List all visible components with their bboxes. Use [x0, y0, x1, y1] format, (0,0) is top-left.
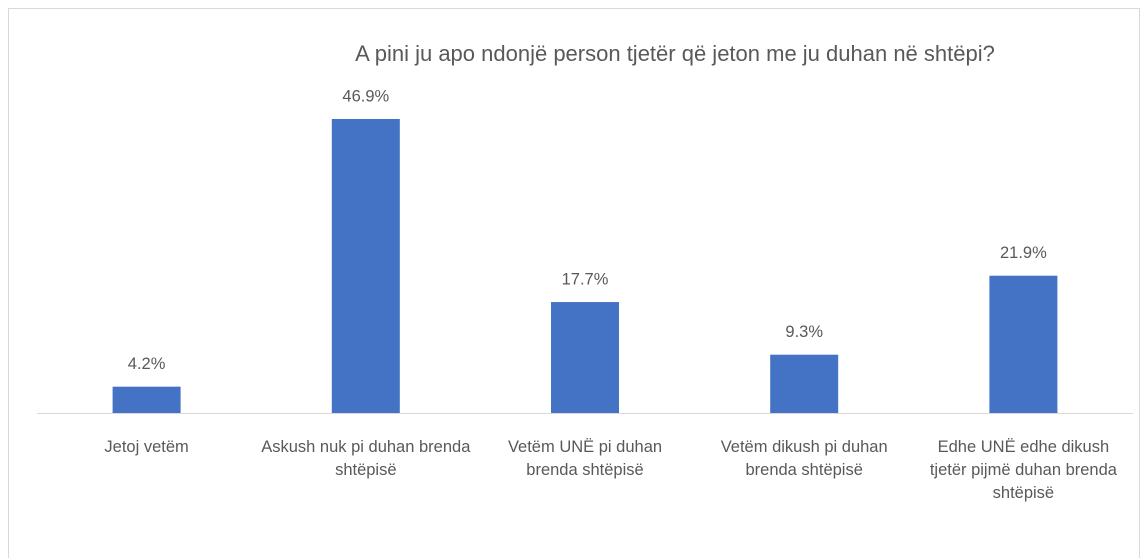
value-label: 17.7%	[562, 270, 609, 288]
value-label: 21.9%	[1000, 244, 1047, 262]
x-tick-label: Vetëm dikush pi duhan brenda shtëpisë	[720, 438, 888, 479]
x-tick-label: Jetoj vetëm	[104, 438, 189, 456]
bar	[770, 354, 839, 413]
x-tick-label: Vetëm UNË pi duhan brenda shtëpisë	[507, 438, 663, 479]
value-label: 4.2%	[128, 355, 166, 373]
bar	[112, 386, 181, 413]
chart-border	[8, 8, 1140, 558]
x-tick-label: Edhe UNË edhe dikush tjetër pijmë duhan …	[929, 438, 1117, 502]
x-tick-label: Askush nuk pi duhan brenda shtëpisë	[261, 438, 471, 479]
value-label: 46.9%	[342, 87, 389, 105]
bar	[551, 302, 619, 413]
chart-title: A pini ju apo ndonjë person tjetër që je…	[355, 41, 995, 66]
bar	[331, 119, 400, 413]
value-label: 9.3%	[785, 323, 823, 341]
bar	[989, 275, 1058, 413]
